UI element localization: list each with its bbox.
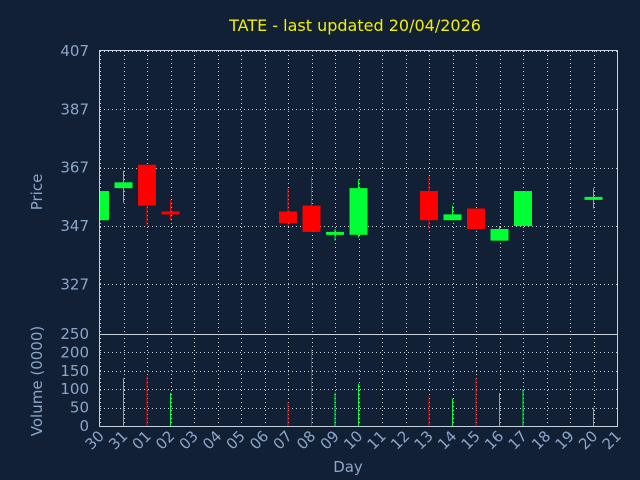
day-tick-label: 07 [270,427,296,453]
day-tick-label: 03 [176,427,202,453]
day-tick-label: 10 [340,427,366,453]
volume-series [123,348,594,426]
candle-body [279,211,297,224]
volume-tick-label: 150 [60,362,89,380]
candle-body [514,191,532,227]
volume-panel-frame [99,334,618,427]
candle-body [467,208,485,229]
day-tick-label: 04 [199,427,225,453]
day-tick-label: 21 [599,427,625,453]
candle-body [161,211,180,215]
day-tick-labels: 3031010203040506070809101112131415161718… [82,427,625,453]
day-tick-label: 14 [434,427,460,453]
day-tick-label: 18 [528,427,554,453]
volume-tick-label: 0 [79,417,89,435]
day-tick-label: 08 [293,427,319,453]
day-tick-label: 02 [152,427,178,453]
volume-tick-label: 100 [60,380,89,398]
candlestick-series [99,164,603,241]
day-tick-label: 16 [481,427,507,453]
day-tick-label: 13 [411,427,437,453]
price-tick-label: 367 [60,159,89,177]
price-tick-label: 347 [60,217,89,235]
day-tick-label: 15 [458,427,484,453]
price-axis-label: Price [28,174,46,211]
candle-body [100,191,109,221]
volume-tick-label: 200 [60,343,89,361]
candle-body [443,214,462,221]
candle-body [138,164,156,206]
day-tick-label: 05 [223,427,249,453]
candle-body [326,231,344,235]
price-tick-label: 327 [60,275,89,293]
day-tick-label: 17 [505,427,531,453]
day-tick-label: 01 [129,427,155,453]
day-tick-label: 12 [387,427,413,453]
day-tick-label: 20 [575,427,601,453]
chart-title: TATE - last updated 20/04/2026 [228,16,481,35]
day-tick-label: 06 [246,427,272,453]
day-axis-label: Day [333,458,363,476]
day-tick-label: 11 [364,427,390,453]
candle-body [114,182,133,189]
price-tick-label: 387 [60,100,89,118]
candle-body [490,228,509,241]
candle-body [584,196,603,200]
candle-body [349,188,368,235]
candle-body [420,191,438,221]
candle-body [302,205,321,232]
day-tick-label: 19 [552,427,578,453]
day-tick-label: 31 [105,427,131,453]
day-tick-label: 09 [317,427,343,453]
volume-tick-label: 250 [60,325,89,343]
volume-tick-label: 50 [70,399,89,417]
price-tick-labels: 327 347 367 387 407 [60,42,89,293]
volume-axis-label: Volume (0000) [28,326,46,436]
price-tick-label: 407 [60,42,89,60]
